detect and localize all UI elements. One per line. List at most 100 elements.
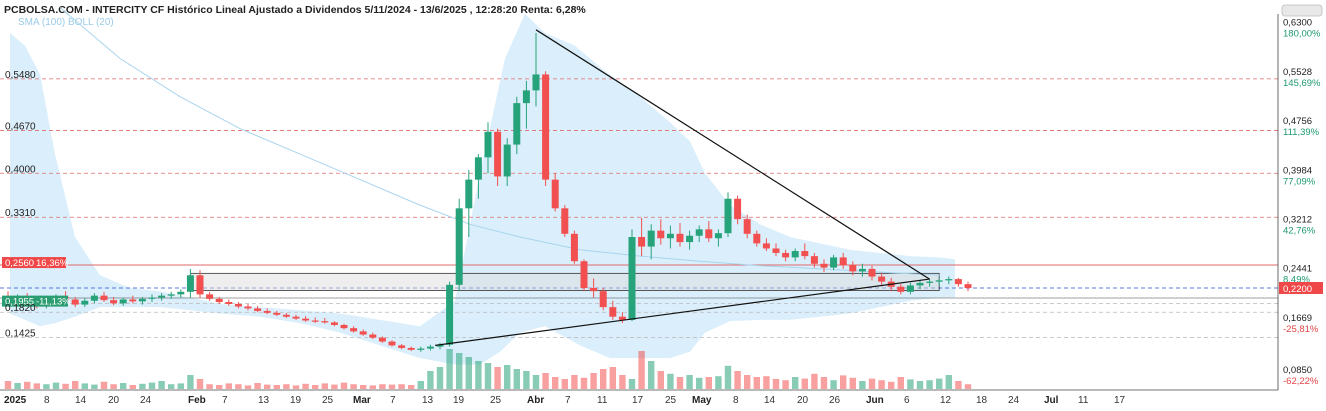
candle-up <box>138 298 146 302</box>
left-price-pct: -11,13% <box>36 297 71 308</box>
volume-bar <box>532 375 540 389</box>
volume-bar <box>321 383 328 389</box>
scroll-handle[interactable] <box>1281 4 1323 17</box>
time-tick-label: 13 <box>258 395 270 406</box>
candle-down <box>378 337 386 342</box>
candle-down <box>234 303 242 307</box>
candle-up <box>916 282 924 286</box>
candle-down <box>263 310 271 313</box>
candle-down <box>225 302 233 304</box>
time-tick-label: 19 <box>453 395 465 406</box>
candle-down <box>110 300 118 304</box>
time-tick-label: Jul <box>1044 395 1059 406</box>
volume-bar <box>542 373 549 389</box>
volume-bar <box>417 381 424 389</box>
volume-bar <box>177 383 184 389</box>
right-price-pct: 180,00% <box>1283 29 1321 40</box>
price-badge <box>2 257 66 269</box>
volume-bar <box>100 381 108 389</box>
right-price-label: 0,6300 <box>1283 18 1312 29</box>
time-tick-label: 17 <box>632 395 644 406</box>
scroll-handle-button[interactable] <box>1281 4 1323 17</box>
right-price-pct: 77,09% <box>1283 176 1316 187</box>
volume-bars <box>4 349 972 389</box>
volume-bar <box>523 371 530 389</box>
candle-down <box>657 230 665 239</box>
volume-bar <box>388 384 396 389</box>
volume-bar <box>91 384 98 389</box>
volume-bar <box>648 361 655 389</box>
candle-up <box>791 251 799 258</box>
consolidation-box <box>189 272 940 291</box>
volume-bar <box>139 383 146 389</box>
volume-bar <box>744 375 751 389</box>
time-tick-label: 25 <box>490 395 502 406</box>
volume-bar <box>33 383 40 389</box>
volume-bar <box>254 383 261 389</box>
candle-down <box>340 324 348 329</box>
candle-down <box>330 322 338 325</box>
volume-bar <box>484 363 492 389</box>
volume-bar <box>475 361 482 389</box>
candle-down <box>676 233 684 243</box>
volume-bar <box>379 384 386 389</box>
candle-down <box>772 248 780 253</box>
candle-up <box>474 157 482 180</box>
candle-down <box>254 308 262 311</box>
volume-bar <box>859 381 866 389</box>
volume-bar <box>609 367 616 389</box>
candle-down <box>369 334 377 338</box>
volume-bar <box>868 378 876 389</box>
volume-bar <box>187 375 194 389</box>
candle-up <box>426 346 434 349</box>
left-price-label: 0,1955 <box>5 297 34 308</box>
volume-bar <box>936 378 943 389</box>
left-price-label: 0,2560 <box>5 258 34 269</box>
candle-down <box>810 256 818 264</box>
candle-down <box>359 331 367 335</box>
candle-down <box>782 252 790 258</box>
candle-up <box>647 230 655 247</box>
candle-up <box>465 179 473 209</box>
time-tick-label: 2025 <box>4 395 27 406</box>
boll-indicator-label: BOLL (20) <box>68 17 114 28</box>
candle-up <box>455 208 463 285</box>
left-price-label: 0,5480 <box>5 70 36 81</box>
time-tick-label: Feb <box>188 395 206 406</box>
volume-bar <box>849 377 856 389</box>
left-price-pct: 16,36% <box>36 258 69 269</box>
price-badge <box>2 295 68 307</box>
time-tick-label: 20 <box>108 395 120 406</box>
candle-up <box>906 285 914 292</box>
volume-bar <box>216 385 223 389</box>
volume-bar <box>292 385 300 389</box>
volume-bar <box>436 367 444 389</box>
candle-up <box>686 235 694 243</box>
left-price-label: 0,1820 <box>5 303 36 314</box>
volume-bar <box>331 384 338 389</box>
candle-down <box>551 179 559 209</box>
time-tick-label: 11 <box>597 395 608 406</box>
time-axis: 2025 8 14 20 24 Feb 7 13 19 25 Mar 7 13 19 25 Abr 7 11 17 2… <box>0 389 1278 406</box>
time-tick-label: 7 <box>565 395 571 406</box>
volume-bar <box>715 376 722 389</box>
volume-bar <box>81 383 88 389</box>
candle-up <box>81 300 89 305</box>
sma-line <box>59 7 941 276</box>
candle-up <box>858 268 866 272</box>
volume-bar <box>369 385 376 389</box>
right-price-pct: -62,22% <box>1283 376 1319 387</box>
consolidation-range-box <box>189 272 940 291</box>
volume-bar <box>446 349 453 389</box>
chart-title: PCBOLSA.COM - INTERCITY CF Histórico Lin… <box>4 4 586 16</box>
candle-up <box>724 198 732 234</box>
candle-down <box>311 320 319 322</box>
candle-up <box>522 90 530 104</box>
candle-down <box>734 198 742 220</box>
time-tick-label: Abr <box>527 395 544 406</box>
time-tick-label: 24 <box>1008 395 1020 406</box>
volume-bar <box>724 365 732 389</box>
volume-bar <box>504 365 511 389</box>
candle-down <box>618 316 626 320</box>
